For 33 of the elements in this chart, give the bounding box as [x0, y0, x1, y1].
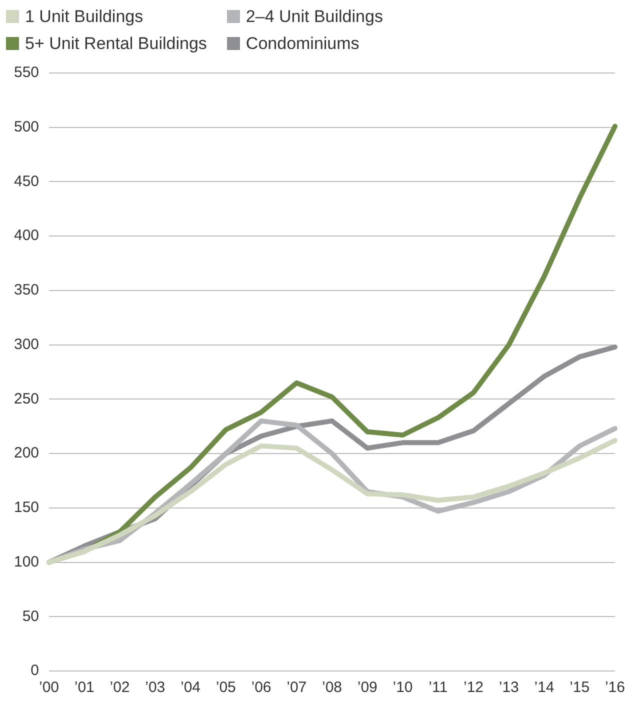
- x-tick-label: ’04: [180, 679, 201, 696]
- y-tick-label: 0: [30, 662, 40, 680]
- legend-label: Condominiums: [246, 34, 360, 54]
- y-tick-label: 150: [14, 499, 40, 516]
- x-tick-label: ’02: [110, 679, 130, 696]
- y-tick-label: 300: [14, 336, 40, 353]
- x-tick-label: ’13: [498, 679, 519, 696]
- x-tick-label: ’12: [463, 679, 484, 696]
- x-tick-label: ’11: [428, 679, 448, 696]
- y-tick-label: 200: [14, 444, 40, 462]
- y-tick-label: 550: [14, 64, 40, 82]
- y-tick-label: 350: [14, 282, 40, 299]
- x-tick-label: ’15: [570, 679, 590, 696]
- x-tick-label: ’06: [251, 679, 272, 696]
- x-tick-label: ’09: [357, 679, 378, 696]
- x-tick-label: ’07: [286, 679, 307, 696]
- x-tick-label: ’05: [216, 679, 236, 696]
- y-tick-label: 500: [14, 118, 40, 136]
- x-tick-label: ’01: [74, 679, 94, 696]
- legend-label: 5+ Unit Rental Buildings: [25, 34, 207, 54]
- x-tick-label: ’14: [534, 679, 554, 696]
- y-tick-label: 400: [14, 227, 40, 244]
- y-tick-label: 50: [22, 608, 40, 625]
- x-tick-label: ’00: [39, 679, 60, 696]
- legend-label: 2–4 Unit Buildings: [246, 6, 383, 26]
- y-tick-label: 450: [14, 172, 40, 190]
- x-tick-label: ’10: [392, 679, 413, 696]
- x-tick-label: ’16: [604, 679, 626, 696]
- legend-label: 1 Unit Buildings: [25, 6, 144, 26]
- x-tick-label: ’08: [322, 679, 342, 696]
- x-tick-label: ’03: [145, 679, 166, 696]
- y-tick-label: 100: [14, 553, 40, 570]
- y-tick-label: 250: [14, 390, 40, 408]
